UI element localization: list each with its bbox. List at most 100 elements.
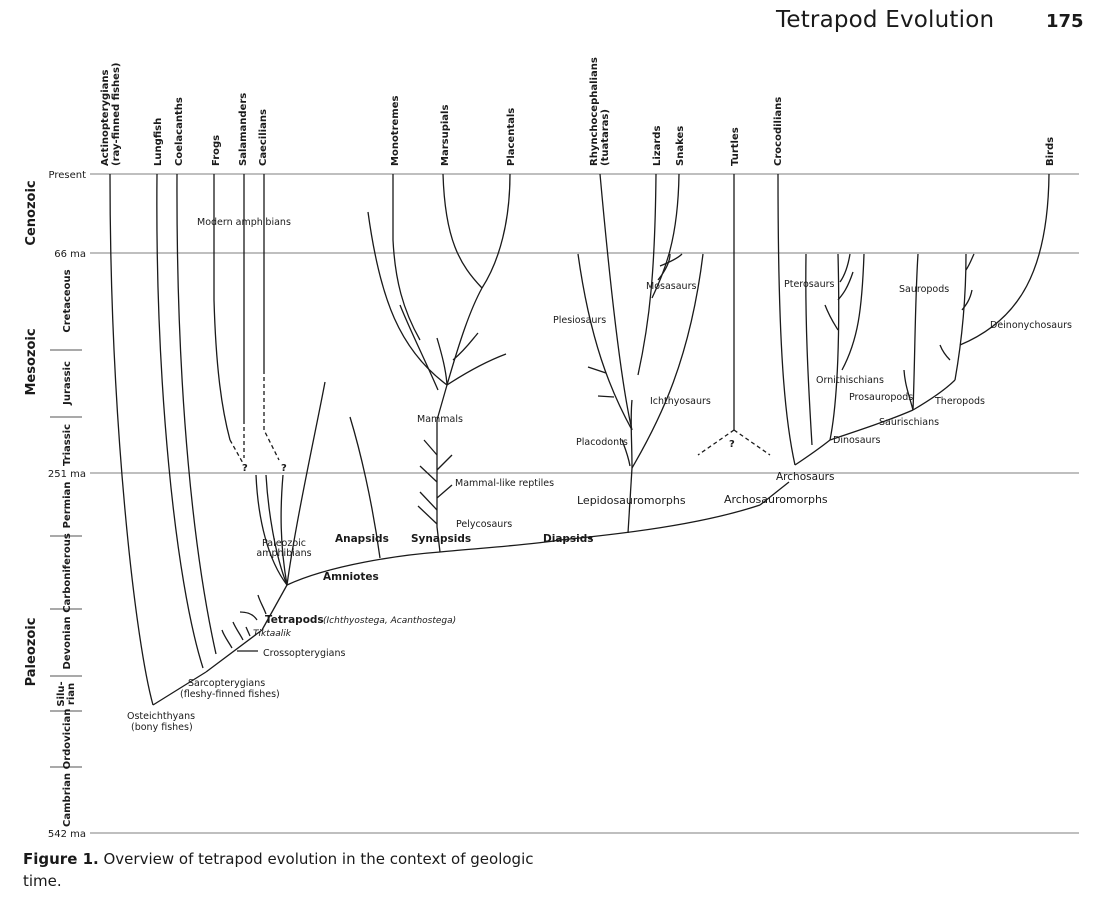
branch-synapsid-side-1 xyxy=(417,505,438,525)
branch-prosauropods xyxy=(903,369,914,411)
branch-rhynchocephalians xyxy=(599,173,633,431)
branch-theria xyxy=(446,287,483,386)
era-paleozoic: Paleozoic xyxy=(24,618,39,687)
branch-diapsid-stem xyxy=(439,504,761,553)
branch-synapsid-side-4 xyxy=(419,465,438,483)
branch-synapsid-side-5 xyxy=(436,454,453,471)
branch-orn-side-4 xyxy=(841,253,865,371)
branch-mosasaur-2 xyxy=(657,253,671,281)
branch-paleozoic-amphibian-3 xyxy=(280,474,288,586)
branch-theropod-side-1 xyxy=(939,344,951,361)
branch-coelacanths xyxy=(176,173,217,655)
label-ornithischians: Ornithischians xyxy=(816,375,884,386)
branch-marsupials xyxy=(442,173,483,289)
branch-placodonts xyxy=(621,439,631,467)
label-archosaurs: Archosaurs xyxy=(776,471,834,483)
branch-sauropods xyxy=(912,253,919,411)
label-pelycosaurs: Pelycosaurs xyxy=(456,519,512,530)
period-devonian: Devonian xyxy=(62,617,73,670)
branch-lungfish xyxy=(156,173,204,669)
label-tetrapods-examples: (Ichthyostega, Acanthostega) xyxy=(323,616,456,626)
era-mesozoic: Mesozoic xyxy=(24,328,39,395)
taxon-coelacanths: Coelacanths xyxy=(174,97,185,166)
label-mammals: Mammals xyxy=(417,414,463,425)
time-marker-251ma: 251 ma xyxy=(48,469,86,480)
branch-crossopterygian-2 xyxy=(232,621,244,641)
branch-crossopterygian-1 xyxy=(221,629,233,649)
taxon-placentals: Placentals xyxy=(506,108,517,166)
time-marker-542ma: 542 ma xyxy=(48,829,86,840)
taxon-turtles: Turtles xyxy=(730,127,741,166)
branch-pterosaurs xyxy=(805,253,813,446)
taxon-marsupials: Marsupials xyxy=(440,105,451,166)
branch-caecilians-dashed xyxy=(263,370,280,461)
branch-mammals-node xyxy=(436,384,448,421)
caption-label: Figure 1. xyxy=(23,850,99,868)
label-pterosaurs: Pterosaurs xyxy=(784,279,835,290)
branch-mosasaur-1 xyxy=(659,253,683,267)
branch-theropod-side-2 xyxy=(961,289,973,311)
label-osteichthyans-2: (bony fishes) xyxy=(131,722,193,733)
period-permian: Permian xyxy=(62,482,73,529)
branch-birds xyxy=(959,173,1050,346)
label-saurischians: Saurischians xyxy=(879,417,939,428)
branch-frogs-dashed xyxy=(229,439,245,466)
label-dinosaurs: Dinosaurs xyxy=(833,435,880,446)
figure-caption: Figure 1. Overview of tetrapod evolution… xyxy=(23,848,563,892)
branch-synapsid-side-3 xyxy=(436,484,453,499)
era-cenozoic: Cenozoic xyxy=(24,180,39,245)
branch-crocodilians xyxy=(777,173,796,466)
branch-plesio-side-2 xyxy=(597,395,615,398)
running-header-title: Tetrapod Evolution xyxy=(776,7,995,33)
label-lepidosauromorphs: Lepidosauromorphs xyxy=(577,494,686,507)
taxon-salamanders: Salamanders xyxy=(238,93,249,166)
label-tetrapods: Tetrapods xyxy=(265,614,324,626)
label-osteichthyans-1: Osteichthyans xyxy=(127,711,195,722)
branch-synapsid-side-6 xyxy=(423,439,438,456)
branch-snakes xyxy=(651,173,680,299)
branch-placentals xyxy=(481,173,511,289)
label-placodonts: Placodonts xyxy=(576,437,628,448)
branch-monotremes-top xyxy=(392,174,421,341)
label-paleozoic-amphibians-2: amphibians xyxy=(256,548,311,559)
branch-plesiosaurs xyxy=(577,253,633,431)
branch-saurischians xyxy=(829,409,914,441)
branch-turtles-dashed-left xyxy=(697,429,735,456)
branch-plesio-side-1 xyxy=(587,366,607,374)
branch-mammal-side-3 xyxy=(446,353,507,386)
time-marker-66ma: 66 ma xyxy=(54,249,86,260)
branch-turtles-dashed-right xyxy=(733,429,771,456)
time-marker-present: Present xyxy=(48,170,86,181)
taxon-birds: Birds xyxy=(1045,137,1056,166)
period-silurian-2: rian xyxy=(66,683,77,705)
label-sarcopterygians-2: (fleshy-finned fishes) xyxy=(180,689,280,700)
label-ichthyosaurs: Ichthyosaurs xyxy=(650,396,711,407)
taxon-lizards: Lizards xyxy=(652,126,663,166)
branch-mammal-side-1 xyxy=(399,304,439,391)
period-silurian-1: Silu- xyxy=(56,681,67,706)
taxon-caecilians: Caecilians xyxy=(258,109,269,166)
period-jurassic: Jurassic xyxy=(62,361,73,406)
label-mosasaurs: Mosasaurs xyxy=(646,281,696,292)
label-plesiosaurs: Plesiosaurs xyxy=(553,315,606,326)
label-anapsids: Anapsids xyxy=(335,533,389,545)
taxon-actinopterygians: Actinopterygians xyxy=(100,70,111,166)
label-amniotes: Amniotes xyxy=(323,571,379,583)
branch-anapsids xyxy=(349,416,381,559)
taxon-lungfish: Lungfish xyxy=(153,118,164,166)
branch-orn-side-1 xyxy=(824,304,839,331)
taxon-rhynchocephalians-sub: (tuataras) xyxy=(600,109,611,166)
label-theropods: Theropods xyxy=(934,396,985,407)
label-sauropods: Sauropods xyxy=(899,284,949,295)
taxon-crocodilians: Crocodilians xyxy=(773,97,784,166)
label-modern-amphibians: Modern amphibians xyxy=(197,217,291,228)
branch-actinopterygians xyxy=(109,173,154,706)
branch-mammal-side-2 xyxy=(436,337,448,386)
branch-tetrapod-side-2 xyxy=(257,594,267,615)
period-carboniferous: Carboniferous xyxy=(62,533,73,613)
label-crossopterygians: Crossopterygians xyxy=(263,648,345,659)
label-mammal-like-reptiles: Mammal-like reptiles xyxy=(455,478,554,489)
branch-frogs xyxy=(213,174,231,441)
branch-tetrapod-side-1 xyxy=(239,611,258,621)
label-sarcopterygians-1: Sarcopterygians xyxy=(188,678,265,689)
